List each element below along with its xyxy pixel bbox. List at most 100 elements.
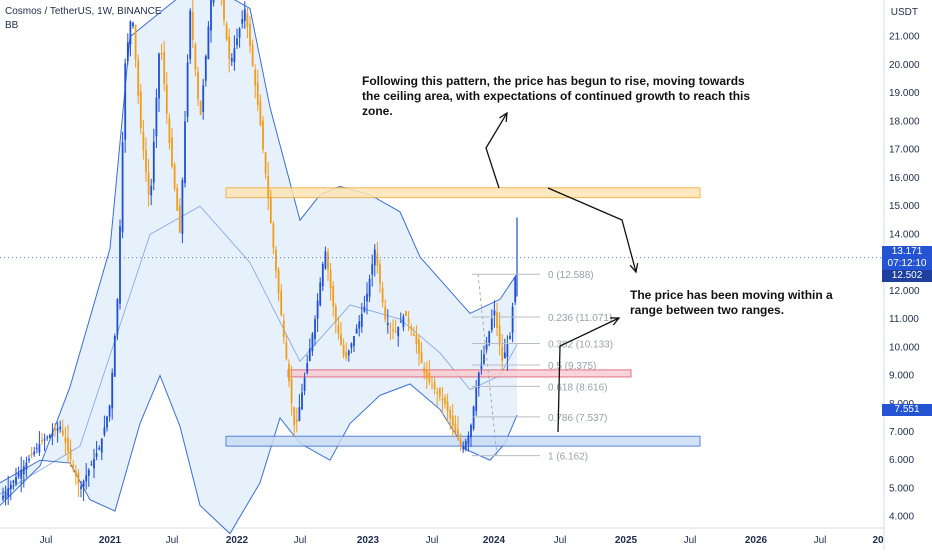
zone-resistance	[226, 188, 700, 198]
symbol-title: Cosmos / TetherUS, 1W, BINANCE	[5, 6, 162, 17]
candle-body	[44, 439, 46, 440]
candle-body	[267, 176, 269, 199]
candle-body	[338, 325, 340, 333]
fib-level-label: 0.618 (8.616)	[548, 382, 608, 393]
candle-body	[374, 250, 376, 266]
candle-body	[153, 142, 155, 183]
candle-body	[91, 464, 93, 465]
candle-body	[109, 405, 111, 416]
candle-body	[382, 288, 384, 302]
y-tick-label: 12.000	[889, 286, 920, 297]
annotation-mid: The price has been moving within a range…	[630, 288, 840, 318]
candle-body	[442, 399, 444, 401]
candle-body	[5, 492, 7, 499]
candle-body	[322, 264, 324, 286]
x-tick-label: Jul	[40, 535, 53, 546]
candle-body	[262, 121, 264, 150]
candle-body	[340, 334, 342, 345]
candle-body	[431, 385, 433, 386]
candle-body	[507, 344, 509, 357]
candle-body	[275, 250, 277, 271]
candle-body	[202, 85, 204, 112]
fib-level-label: 0 (12.588)	[548, 270, 594, 281]
candle-body	[314, 319, 316, 339]
candle-body	[54, 428, 56, 431]
candle-body	[101, 438, 103, 452]
candle-body	[455, 424, 457, 433]
fib-level-label: 0.382 (10.133)	[548, 340, 613, 351]
candle-body	[260, 101, 262, 125]
candle-body	[31, 453, 33, 455]
candle-body	[283, 321, 285, 337]
y-tick-label: 10.000	[889, 342, 920, 353]
candle-body	[306, 363, 308, 373]
candle-body	[483, 354, 485, 363]
y-tick-label: 11.000	[889, 314, 919, 325]
candle-body	[330, 270, 332, 288]
candle-body	[20, 470, 22, 479]
candle-body	[418, 339, 420, 354]
candle-body	[304, 378, 306, 391]
candle-body	[140, 91, 142, 128]
candle-body	[361, 314, 363, 327]
candle-body	[7, 488, 9, 496]
candle-body	[465, 441, 467, 449]
candle-body	[395, 332, 397, 333]
candle-body	[408, 319, 410, 323]
candle-body	[236, 39, 238, 46]
candle-body	[83, 481, 85, 487]
candle-body	[52, 433, 54, 436]
x-tick-label: Jul	[294, 535, 307, 546]
candle-body	[249, 24, 251, 46]
indicator-label[interactable]: BB	[5, 20, 18, 31]
candle-body	[156, 98, 158, 137]
candle-body	[270, 197, 272, 223]
candle-body	[114, 336, 116, 377]
candle-body	[348, 351, 350, 356]
annotation-top: Following this pattern, the price has be…	[362, 74, 762, 119]
candle-body	[184, 121, 186, 183]
candle-body	[317, 301, 319, 319]
candle-body	[62, 430, 64, 435]
candle-body	[80, 486, 82, 489]
candle-body	[231, 58, 233, 61]
candle-body	[468, 435, 470, 444]
candle-body	[439, 388, 441, 397]
currency-label[interactable]: USDT	[891, 7, 918, 18]
candle-body	[452, 416, 454, 426]
candle-body	[366, 294, 368, 302]
candle-body	[205, 56, 207, 81]
candle-body	[145, 150, 147, 172]
candle-body	[296, 420, 298, 422]
x-tick-label: Jul	[684, 535, 697, 546]
y-tick-label: 6.000	[889, 455, 914, 466]
candle-body	[384, 307, 386, 320]
y-tick-label: 14.000	[889, 229, 920, 240]
candle-body	[39, 444, 41, 452]
candle-body	[499, 325, 501, 345]
candle-body	[288, 364, 290, 381]
candle-body	[187, 63, 189, 117]
candle-body	[59, 427, 61, 429]
candle-body	[23, 466, 25, 474]
candle-body	[421, 352, 423, 363]
candle-body	[208, 27, 210, 59]
candle-body	[189, 11, 191, 59]
candle-body	[377, 253, 379, 265]
x-tick-label: 2024	[483, 535, 506, 546]
candle-body	[278, 270, 280, 293]
candle-body	[423, 367, 425, 372]
x-tick-label: 2023	[357, 535, 380, 546]
candle-body	[280, 291, 282, 315]
candle-body	[494, 310, 496, 315]
candle-body	[88, 470, 90, 476]
candle-body	[364, 307, 366, 312]
candle-body	[327, 252, 329, 269]
candle-body	[111, 373, 113, 409]
candle-body	[400, 322, 402, 323]
candle-body	[122, 142, 124, 231]
candle-body	[46, 437, 48, 438]
x-tick-label: Jul	[166, 535, 179, 546]
candle-body	[512, 307, 514, 333]
candle-body	[299, 407, 301, 421]
